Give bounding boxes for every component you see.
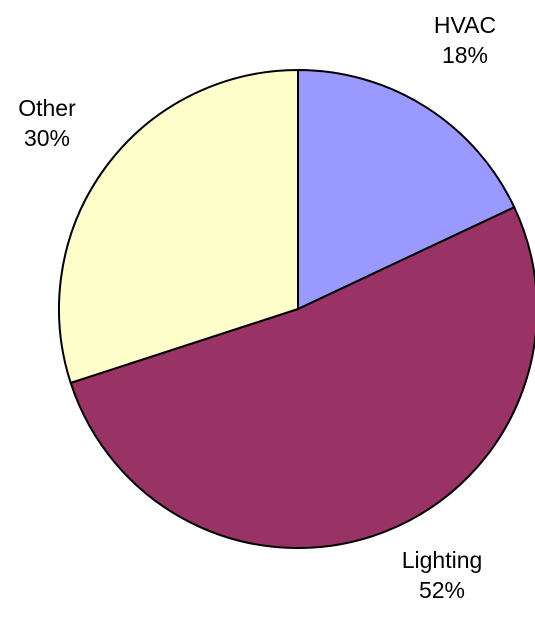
pie-slice-hvac — [297, 69, 516, 310]
slice-label-lighting-value: 52% — [418, 577, 466, 603]
slice-label-hvac-name: HVAC — [433, 12, 497, 38]
slice-label-other: Other 30% — [2, 93, 92, 153]
slice-label-hvac-value: 18% — [441, 42, 489, 68]
pie-slices — [58, 69, 535, 549]
slice-label-other-value: 30% — [23, 125, 71, 151]
slice-label-lighting: Lighting 52% — [387, 545, 497, 605]
pie-slice-lighting — [69, 206, 535, 549]
pie-slice-other — [58, 69, 299, 384]
slice-label-lighting-name: Lighting — [401, 547, 483, 573]
slice-label-hvac: HVAC 18% — [415, 10, 515, 70]
slice-label-other-name: Other — [18, 95, 76, 121]
